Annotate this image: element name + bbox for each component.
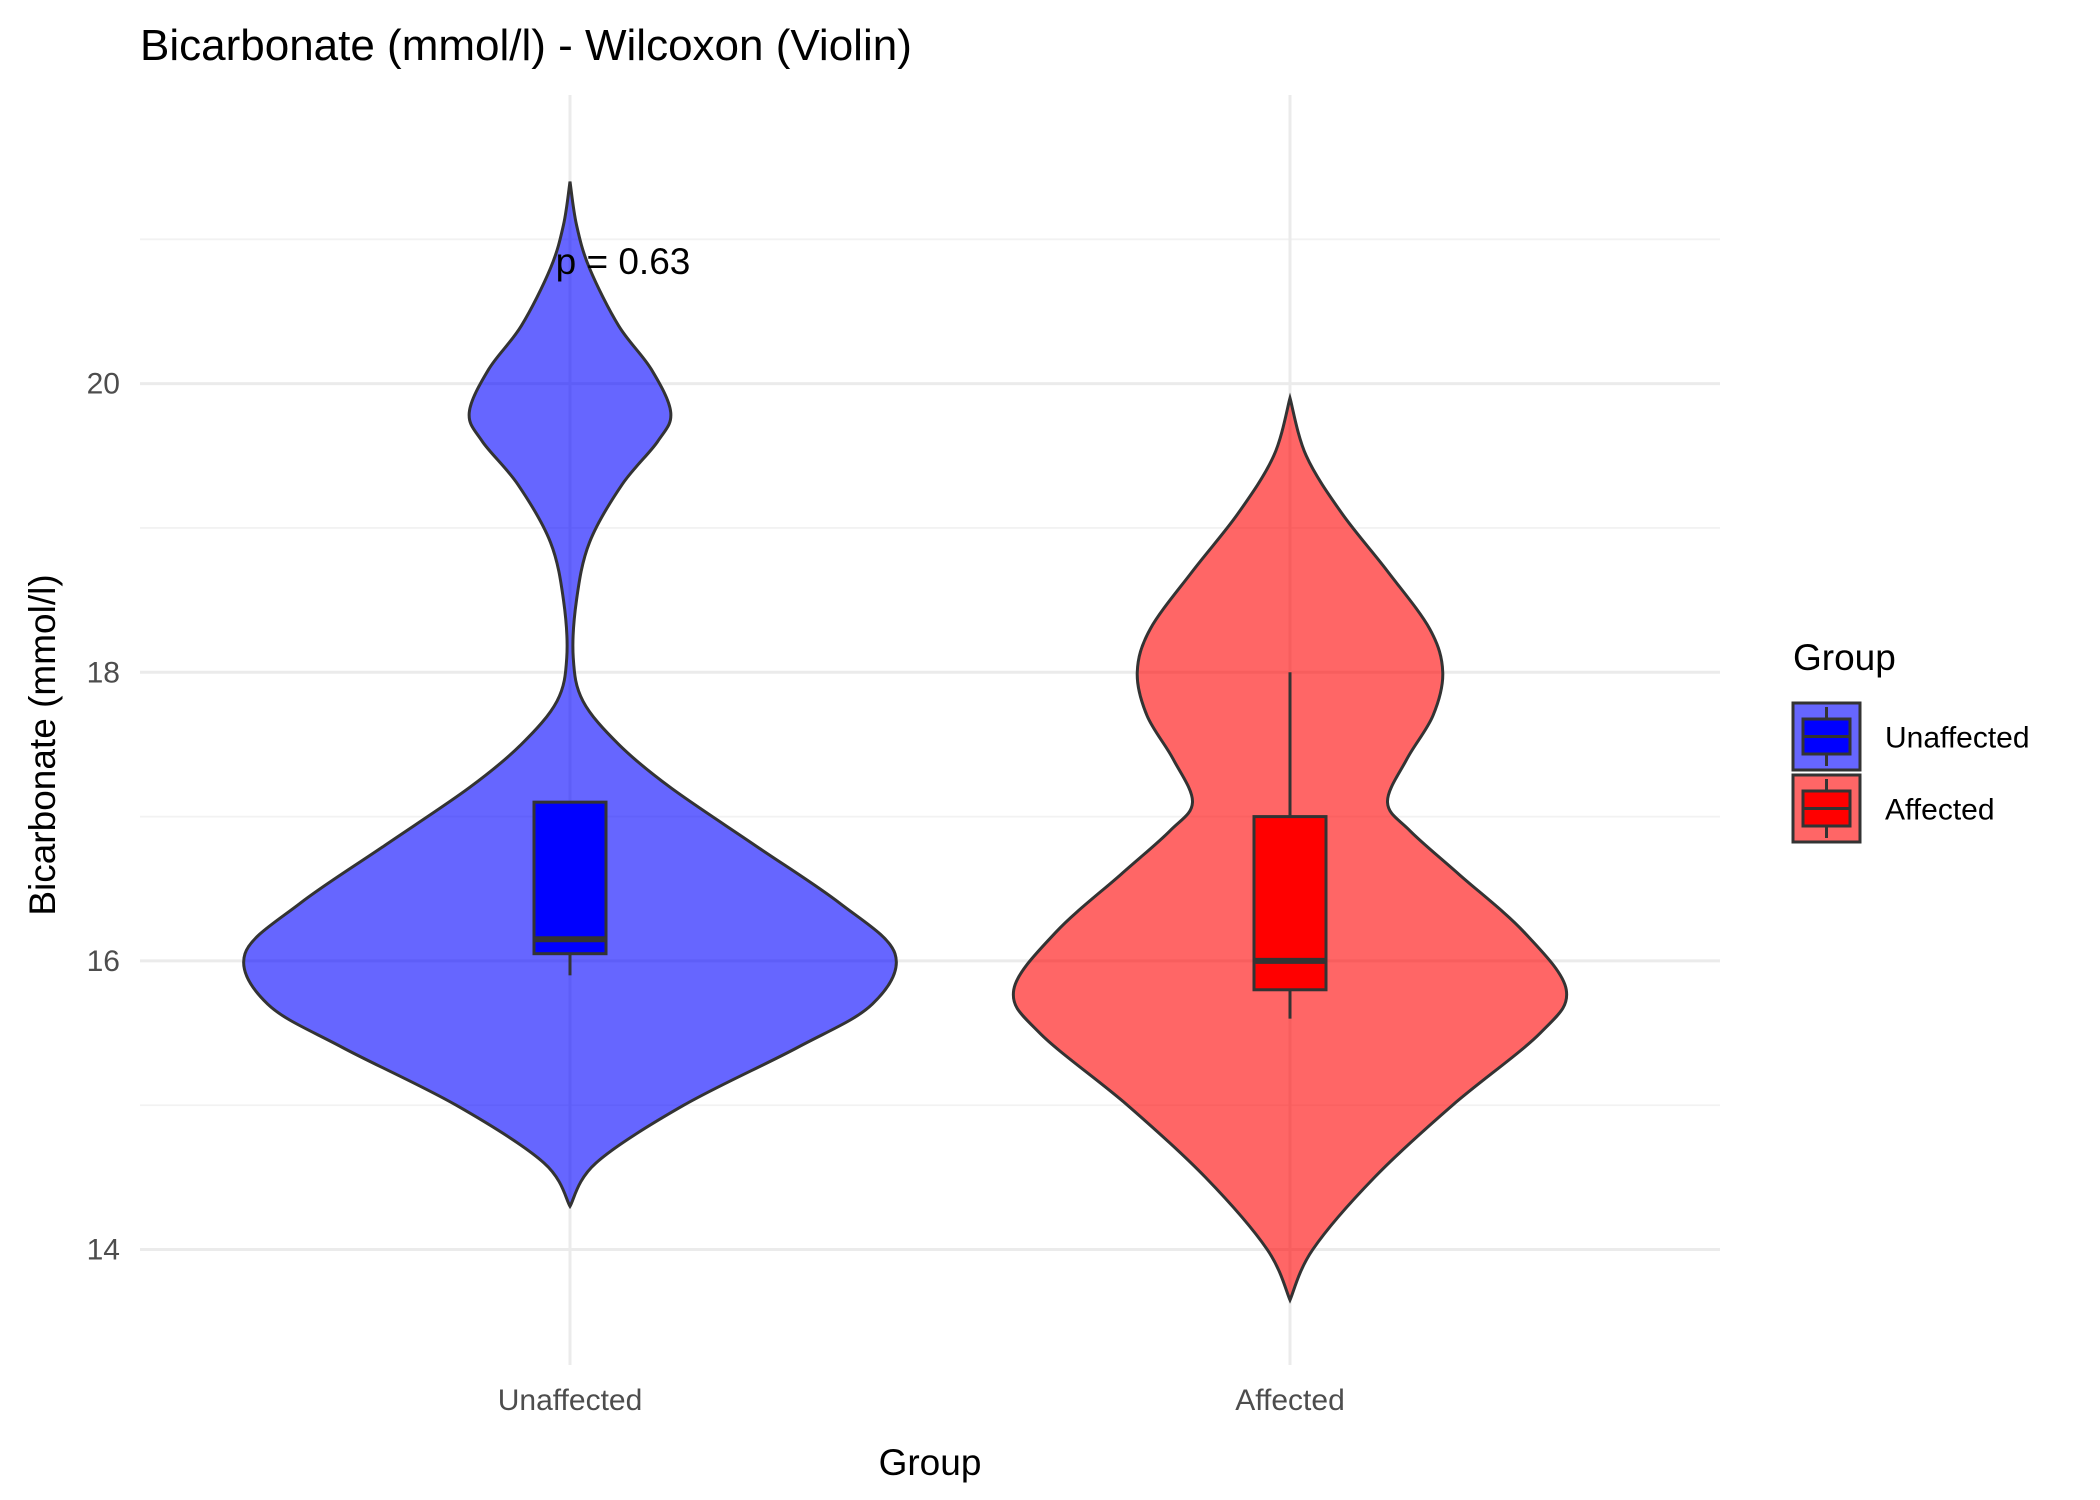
y-axis-title: Bicarbonate (mmol/l) — [22, 574, 63, 915]
p-value-annotation: p = 0.63 — [556, 241, 691, 282]
y-tick-label: 20 — [87, 368, 120, 401]
chart-title: Bicarbonate (mmol/l) - Wilcoxon (Violin) — [140, 21, 912, 70]
legend-title: Group — [1793, 637, 1896, 678]
legend-key-unaffected — [1791, 701, 1862, 772]
box-unaffected — [532, 800, 608, 956]
violin-unaffected — [242, 181, 898, 1210]
y-tick-label: 18 — [87, 656, 120, 689]
legend-label: Unaffected — [1885, 722, 2030, 755]
legend-label: Affected — [1885, 794, 1995, 827]
y-tick-label: 14 — [87, 1234, 120, 1267]
legend: Group Unaffected Affected — [1791, 637, 2030, 844]
boxplots — [532, 672, 1328, 1019]
grid — [140, 95, 1720, 1365]
legend-key-affected — [1791, 773, 1862, 844]
x-axis-title: Group — [879, 1442, 982, 1483]
y-tick-label: 16 — [87, 945, 120, 978]
y-axis-ticks: 14 16 18 20 — [87, 368, 120, 1267]
x-axis-ticks: Unaffected Affected — [498, 1384, 1345, 1417]
x-tick-label: Affected — [1235, 1384, 1345, 1417]
x-tick-label: Unaffected — [498, 1384, 643, 1417]
violins — [242, 181, 1569, 1304]
